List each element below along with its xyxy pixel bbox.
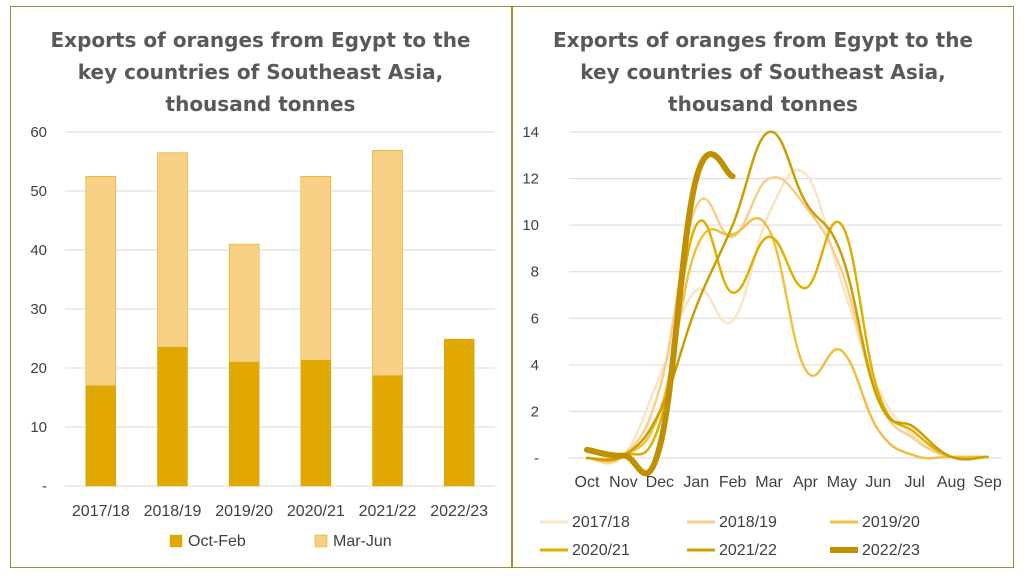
chart-title-line: Exports of oranges from Egypt to the <box>553 28 973 52</box>
y-tick-label: 12 <box>522 171 539 188</box>
x-tick-label: May <box>827 474 857 491</box>
y-tick-label: - <box>42 478 47 495</box>
y-tick-label: 60 <box>30 124 47 141</box>
line-chart-panel: Exports of oranges from Egypt to the key… <box>512 6 1014 568</box>
line-chart-plot: - 2 4 6 8 10 12 14 Oct Nov Dec Jan Feb Mar Apr May Jun Ju… <box>522 124 1002 559</box>
x-tick-label: 2017/18 <box>72 503 130 520</box>
legend-label: 2020/21 <box>572 542 630 559</box>
x-tick-label: Feb <box>719 474 747 491</box>
legend-label: 2017/18 <box>572 514 630 531</box>
y-tick-label: 2 <box>531 403 539 420</box>
bar-segment <box>300 360 332 487</box>
legend-label: Mar-Jun <box>333 533 392 550</box>
legend-label: Oct-Feb <box>188 533 246 550</box>
chart-title-line: key countries of Southeast Asia, <box>77 60 444 84</box>
x-tick-label: Mar <box>755 474 783 491</box>
bar-segment <box>372 150 403 376</box>
chart-title: Exports of oranges from Egypt to the key… <box>10 24 511 120</box>
y-tick-label: 20 <box>30 360 47 377</box>
y-tick-label: 14 <box>522 124 539 141</box>
bar-segment <box>157 152 188 348</box>
bar-segment <box>300 176 332 361</box>
chart-title-line: Exports of oranges from Egypt to the <box>50 28 471 52</box>
y-tick-label: 6 <box>531 310 539 327</box>
bar-segment <box>85 176 117 386</box>
stacked-bar-chart-panel: Exports of oranges from Egypt to the key… <box>10 6 511 568</box>
x-tick-label: Apr <box>793 474 819 491</box>
x-tick-label: 2018/19 <box>144 503 202 520</box>
x-tick-label: 2020/21 <box>287 503 345 520</box>
legend-swatch <box>314 534 328 548</box>
bar-segment <box>157 347 188 487</box>
bar-segment <box>228 243 260 363</box>
y-tick-label: 10 <box>30 419 47 436</box>
bar-segment <box>85 385 117 487</box>
chart-title-line: key countries of Southeast Asia, <box>580 60 946 84</box>
x-tick-label: Sep <box>973 474 1002 491</box>
legend-label: 2022/23 <box>862 542 920 559</box>
y-tick-label: 4 <box>531 357 539 374</box>
x-tick-label: 2019/20 <box>215 503 273 520</box>
legend-label: 2021/22 <box>719 542 777 559</box>
bar-segment <box>443 338 475 487</box>
y-tick-label: 40 <box>30 242 47 259</box>
x-tick-label: Oct <box>575 474 600 491</box>
x-tick-label: 2022/23 <box>430 503 488 520</box>
y-tick-label: 30 <box>30 301 47 318</box>
x-tick-label: Jan <box>683 474 709 491</box>
y-tick-label: 10 <box>522 217 539 234</box>
x-tick-label: Nov <box>609 474 637 491</box>
bar-chart-plot: - 10 20 30 40 50 60 2017/18 2018/19 2019/20 2020/2… <box>30 124 495 550</box>
series-line <box>585 176 989 464</box>
chart-title-line: thousand tonnes <box>668 92 858 116</box>
y-tick-label: 8 <box>531 264 539 281</box>
bar-segment <box>228 361 260 487</box>
x-tick-label: 2021/22 <box>359 503 417 520</box>
series-line <box>585 130 989 462</box>
series-line <box>585 168 989 465</box>
legend-label: 2019/20 <box>862 514 920 531</box>
x-tick-label: Dec <box>646 474 674 491</box>
panel-divider <box>511 6 513 568</box>
legend-swatch <box>169 534 183 548</box>
bar-segment <box>372 375 403 487</box>
chart-title: Exports of oranges from Egypt to the key… <box>512 24 1014 120</box>
y-tick-label: 50 <box>30 183 47 200</box>
y-tick-label: - <box>534 450 539 467</box>
legend-label: 2018/19 <box>719 514 777 531</box>
chart-title-line: thousand tonnes <box>165 92 356 116</box>
series-line <box>585 219 989 461</box>
x-tick-label: Aug <box>937 474 965 491</box>
series-line <box>584 151 736 477</box>
x-tick-label: Jun <box>865 474 891 491</box>
x-tick-label: Jul <box>904 474 924 491</box>
